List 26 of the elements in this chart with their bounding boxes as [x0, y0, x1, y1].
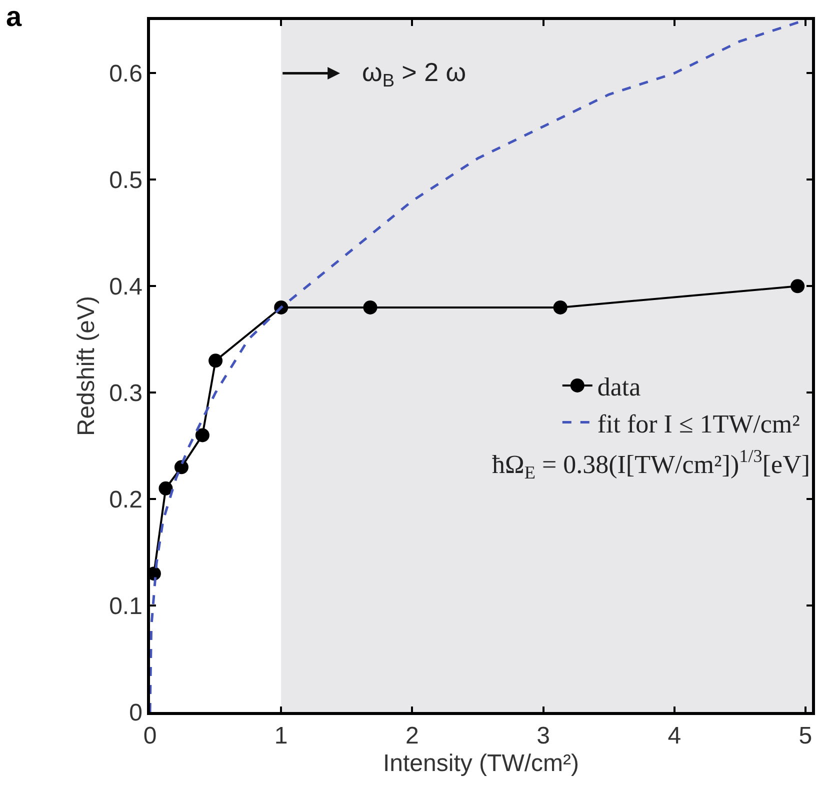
x-tick-label: 3: [536, 722, 550, 750]
y-axis-title: Redshift (eV): [73, 296, 100, 436]
point: [790, 279, 805, 294]
y-tick-label: 0.6: [109, 60, 142, 88]
annotation: ħΩ$_{E}$ = 0.38(I[TW/cm²])$^{1/3}$[eV]: [492, 446, 810, 482]
point: [158, 481, 173, 496]
y-tick-label: 0.5: [109, 167, 142, 194]
x-axis-title: Intensity (TW/cm²): [383, 750, 579, 777]
y-tick-label: 0: [129, 699, 142, 726]
point: [208, 354, 223, 368]
y-tick-label: 0.4: [109, 274, 142, 301]
y-tick-label: 0.1: [109, 592, 142, 620]
text: a: [6, 1, 22, 32]
legend-label: data: [597, 372, 642, 402]
point: [195, 428, 210, 442]
annotation: ω$_{B}$ > 2 ω: [362, 57, 466, 90]
x-tick-label: 2: [406, 722, 419, 750]
point: [174, 460, 188, 474]
legend-label: fit for I ≤ 1TW/cm²: [597, 409, 800, 438]
y-tick-label: 0.3: [109, 380, 142, 408]
point: [363, 300, 378, 314]
x-tick-label: 5: [798, 722, 812, 750]
point: [553, 300, 568, 314]
y-tick-label: 0.2: [109, 486, 142, 514]
x-tick-label: 1: [274, 722, 288, 750]
x-tick-label: 4: [668, 722, 682, 750]
